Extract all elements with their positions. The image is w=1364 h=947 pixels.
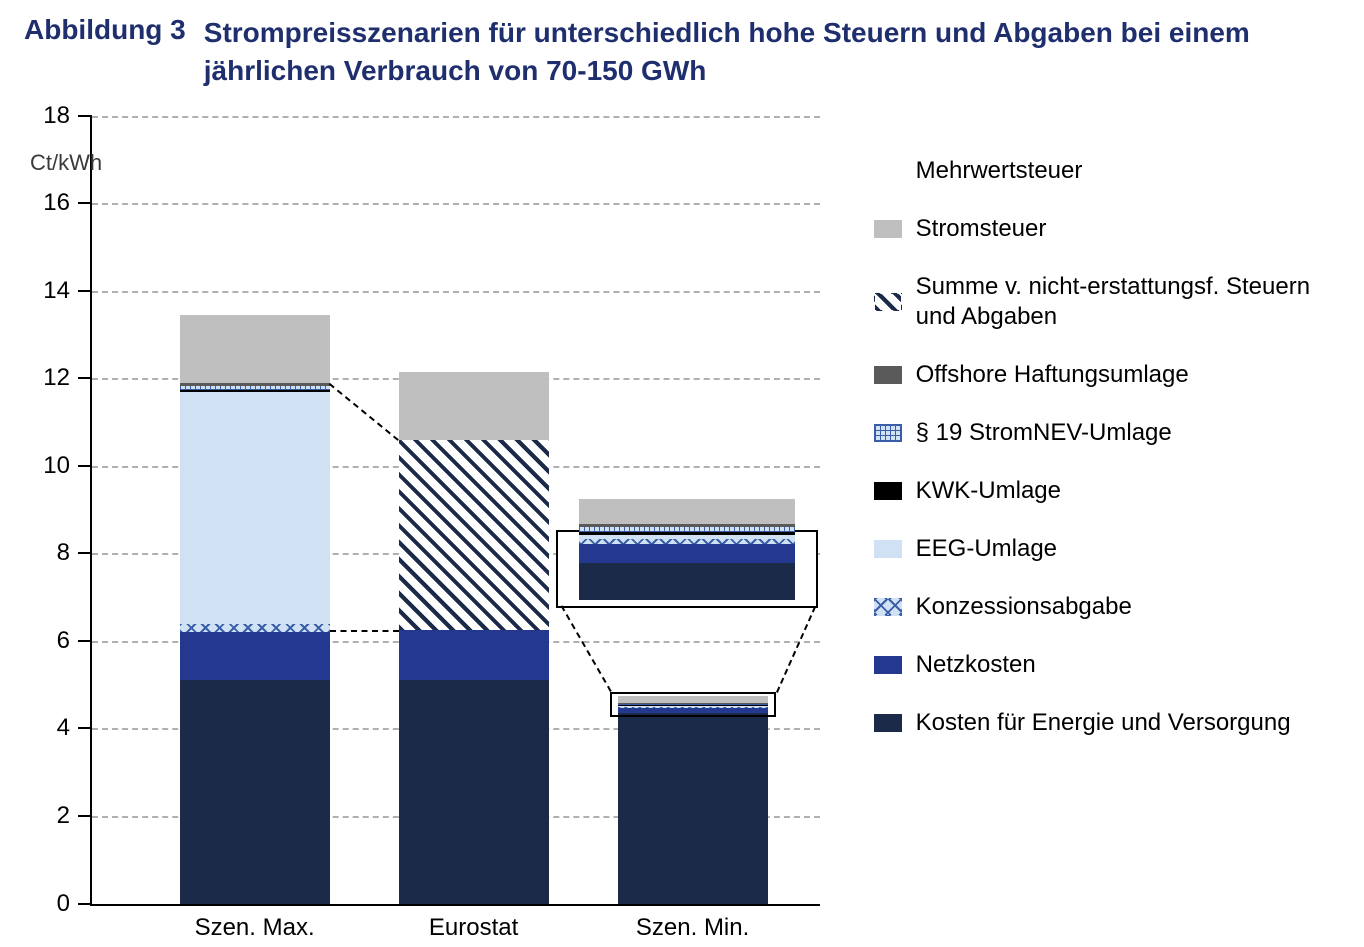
legend-label-kwk: KWK-Umlage	[916, 476, 1340, 506]
bar-segment-summe_nesta	[399, 440, 549, 630]
magnifier-source-box	[610, 692, 776, 718]
legend-item-kosten_energie: Kosten für Energie und Versorgung	[874, 708, 1340, 738]
connector-line	[776, 606, 816, 693]
legend-label-offshore: Offshore Haftungsumlage	[916, 360, 1340, 390]
y-tick-label: 4	[24, 714, 70, 742]
y-tick	[78, 115, 92, 117]
figure-body: Ct/kWh 024681012141618Szen. Max.Eurostat…	[24, 116, 1340, 936]
bar-segment-netzkosten	[399, 630, 549, 680]
connector-line	[560, 605, 611, 692]
y-tick	[78, 903, 92, 905]
legend-item-netzkosten: Netzkosten	[874, 650, 1340, 680]
bar-segment-konzessionsabgabe	[180, 624, 330, 632]
inset-seg-netzkosten	[579, 544, 796, 564]
inset-seg-kwk	[579, 532, 796, 535]
bar-segment-kosten_energie	[399, 680, 549, 903]
inset-seg-kosten_energie	[579, 563, 796, 599]
y-axis-unit: Ct/kWh	[30, 150, 102, 176]
connector-line	[328, 383, 398, 441]
y-tick	[78, 290, 92, 292]
legend-item-kwk: KWK-Umlage	[874, 476, 1340, 506]
inset-seg-stromsteuer	[579, 499, 796, 524]
y-tick-label: 12	[24, 364, 70, 392]
legend-swatch-netzkosten	[874, 656, 902, 674]
y-tick-label: 2	[24, 802, 70, 830]
y-tick	[78, 377, 92, 379]
legend-label-summe_nesta: Summe v. nicht-erstattungsf. Steuern und…	[916, 272, 1340, 332]
x-category-label: Eurostat	[429, 914, 518, 942]
y-tick-label: 14	[24, 277, 70, 305]
y-tick	[78, 727, 92, 729]
y-tick	[78, 465, 92, 467]
bar-segment-kosten_energie	[618, 713, 768, 903]
bar-segment-kwk	[180, 390, 330, 392]
legend-item-stromsteuer: Stromsteuer	[874, 214, 1340, 244]
y-tick-label: 10	[24, 452, 70, 480]
inset-seg-offshore	[579, 524, 796, 527]
legend-swatch-kwk	[874, 482, 902, 500]
legend-swatch-eeg	[874, 540, 902, 558]
legend-item-konzessionsabgabe: Konzessionsabgabe	[874, 592, 1340, 622]
y-tick-label: 0	[24, 890, 70, 918]
legend-item-mwst: Mehrwertsteuer	[874, 156, 1340, 186]
page-root: Abbildung 3 Strompreisszenarien für unte…	[0, 0, 1364, 947]
legend-swatch-stromsteuer	[874, 220, 902, 238]
legend-label-eeg: EEG-Umlage	[916, 534, 1340, 564]
stacked-bar	[180, 315, 330, 903]
y-tick-label: 8	[24, 539, 70, 567]
y-tick-label: 18	[24, 102, 70, 130]
figure-title-prefix: Abbildung 3	[24, 14, 204, 46]
bar-segment-offshore	[180, 383, 330, 386]
legend-swatch-s19	[874, 424, 902, 442]
legend-item-offshore: Offshore Haftungsumlage	[874, 360, 1340, 390]
gridline	[92, 116, 820, 118]
chart-plot: Ct/kWh 024681012141618Szen. Max.Eurostat…	[24, 116, 838, 936]
legend-item-eeg: EEG-Umlage	[874, 534, 1340, 564]
axis-x	[90, 904, 820, 906]
bar-segment-kosten_energie	[180, 680, 330, 903]
bar-segment-s19	[180, 386, 330, 390]
stacked-bar	[618, 696, 768, 904]
y-tick-label: 16	[24, 189, 70, 217]
y-tick-label: 6	[24, 627, 70, 655]
legend-item-s19: § 19 StromNEV-Umlage	[874, 418, 1340, 448]
legend-label-s19: § 19 StromNEV-Umlage	[916, 418, 1340, 448]
legend-swatch-kosten_energie	[874, 714, 902, 732]
y-tick	[78, 640, 92, 642]
chart-legend: Mehrwertsteuer Stromsteuer Summe v. nicht-…	[874, 156, 1340, 936]
legend-label-kosten_energie: Kosten für Energie und Versorgung	[916, 708, 1340, 738]
inset-seg-konzessionsabgabe	[579, 539, 796, 544]
inset-seg-s19	[579, 527, 796, 532]
legend-label-stromsteuer: Stromsteuer	[916, 214, 1340, 244]
x-category-label: Szen. Max.	[195, 914, 315, 942]
legend-swatch-mwst	[874, 162, 902, 180]
y-tick	[78, 202, 92, 204]
y-tick	[78, 815, 92, 817]
bar-segment-stromsteuer	[180, 315, 330, 383]
figure-title-main: Strompreisszenarien für unterschiedlich …	[204, 14, 1340, 90]
stacked-bar	[399, 372, 549, 904]
gridline	[92, 291, 820, 293]
axis-y	[90, 116, 92, 906]
bar-segment-stromsteuer	[399, 372, 549, 440]
legend-swatch-konzessionsabgabe	[874, 598, 902, 616]
legend-label-mwst: Mehrwertsteuer	[916, 156, 1340, 186]
legend-label-konzessionsabgabe: Konzessionsabgabe	[916, 592, 1340, 622]
gridline	[92, 203, 820, 205]
legend-label-netzkosten: Netzkosten	[916, 650, 1340, 680]
bar-segment-eeg	[180, 392, 330, 624]
legend-item-summe_nesta: Summe v. nicht-erstattungsf. Steuern und…	[874, 272, 1340, 332]
inset-seg-eeg	[579, 535, 796, 538]
legend-swatch-summe_nesta	[874, 293, 902, 311]
x-category-label: Szen. Min.	[636, 914, 749, 942]
connector-line	[330, 630, 399, 632]
legend-swatch-offshore	[874, 366, 902, 384]
y-tick	[78, 552, 92, 554]
figure-title: Abbildung 3 Strompreisszenarien für unte…	[24, 14, 1340, 90]
magnifier-inset	[556, 530, 818, 608]
bar-segment-netzkosten	[180, 632, 330, 680]
